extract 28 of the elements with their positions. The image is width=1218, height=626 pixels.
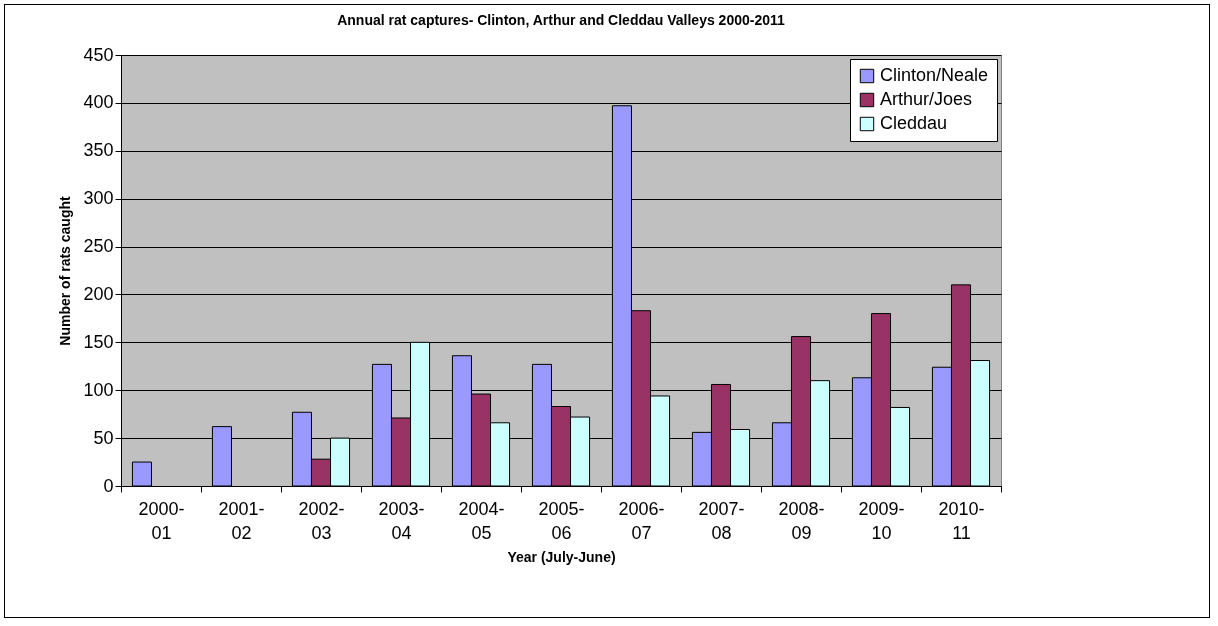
y-tick-label: 300 [83, 188, 114, 209]
y-tick-label: 150 [83, 331, 114, 352]
chart-title: Annual rat captures- Clinton, Arthur and Cleddau Valleys 2000-2011 [337, 12, 786, 28]
x-tick-label: 2001-02 [218, 498, 265, 543]
y-axis-title: Number of rats caught [57, 195, 74, 346]
bar [131, 461, 152, 487]
y-tick-label: 0 [103, 475, 114, 496]
x-tick-label: 2008-09 [778, 498, 825, 543]
x-tick-label: 2006-07 [618, 498, 665, 543]
x-tick-label: 2003-04 [378, 498, 425, 543]
legend-label: Cleddau [880, 113, 948, 133]
x-tick-label: 2009-10 [858, 498, 905, 543]
x-tick-label: 2010-11 [938, 498, 985, 543]
y-tick-label: 450 [83, 44, 114, 65]
x-tick-label: 2000-01 [138, 498, 185, 543]
x-tick-label: 2002-03 [298, 498, 345, 543]
y-tick-label: 100 [83, 379, 114, 400]
y-tick-label: 250 [83, 236, 114, 257]
x-tick-label: 2007-08 [698, 498, 745, 543]
y-tick-label: 200 [83, 283, 114, 304]
x-tick-label: 2005-06 [538, 498, 585, 543]
legend-label: Arthur/Joes [880, 89, 973, 109]
legend-label: Clinton/Neale [880, 65, 989, 85]
y-tick-label: 350 [83, 140, 114, 161]
x-axis-title: Year (July-June) [507, 548, 616, 565]
y-tick-label: 50 [93, 427, 114, 448]
y-tick-label: 400 [83, 92, 114, 113]
x-tick-label: 2004-05 [458, 498, 505, 543]
